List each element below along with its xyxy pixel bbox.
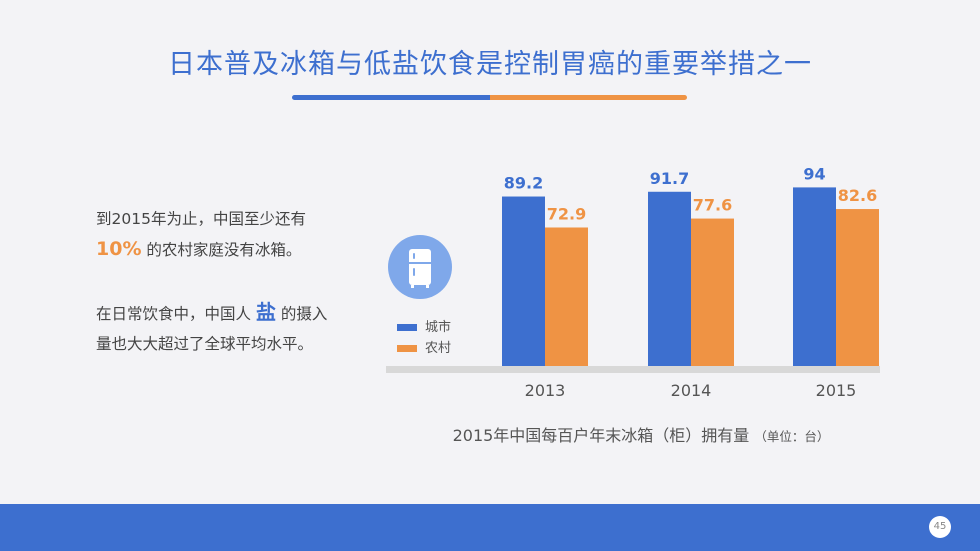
bar-rural-2013	[545, 227, 588, 366]
p2-suffix: 的摄入量也大大超过了全球平均水平。	[96, 305, 328, 353]
p2-prefix: 在日常饮食中，中国人	[96, 305, 256, 323]
p1-suffix: 的农村家庭没有冰箱。	[141, 241, 302, 259]
p1-prefix: 到2015年为止，中国至少还有	[96, 210, 306, 228]
x-tick-label-2013: 2013	[525, 381, 566, 400]
chart-caption-unit: （单位：台）	[754, 429, 830, 444]
title-underline-blue	[292, 95, 492, 100]
page-number: 45	[929, 516, 951, 538]
data-label-rural-2013: 72.9	[547, 204, 586, 223]
legend-rural-swatch	[397, 345, 417, 352]
p2-highlight: 盐	[255, 300, 276, 324]
bar-rural-2014	[691, 218, 734, 366]
footer-bar	[0, 504, 980, 551]
data-label-rural-2015: 82.6	[838, 186, 877, 205]
fridge-ownership-text: 到2015年为止，中国至少还有 10% 的农村家庭没有冰箱。	[96, 204, 336, 265]
p1-highlight: 10%	[96, 238, 142, 260]
chart-caption-main: 2015年中国每百户年末冰箱（柜）拥有量	[452, 426, 750, 445]
data-label-city-2015: 94	[803, 164, 825, 183]
page-title: 日本普及冰箱与低盐饮食是控制胃癌的重要举措之一	[168, 49, 812, 80]
x-tick-label-2014: 2014	[671, 381, 712, 400]
data-label-city-2013: 89.2	[504, 174, 543, 193]
bar-city-2013	[502, 196, 545, 366]
bar-city-2015	[793, 187, 836, 366]
x-tick-label-2015: 2015	[816, 381, 857, 400]
legend-city-swatch	[397, 324, 417, 331]
legend-city-label: 城市	[425, 320, 452, 335]
data-label-city-2014: 91.7	[650, 169, 689, 188]
legend-rural-label: 农村	[425, 341, 452, 356]
bar-city-2014	[648, 191, 691, 366]
chart-caption: 2015年中国每百户年末冰箱（柜）拥有量 （单位：台）	[386, 422, 896, 446]
bar-rural-2015	[836, 209, 879, 366]
x-axis-line	[386, 366, 880, 373]
fridge-icon	[388, 235, 452, 299]
data-label-rural-2014: 77.6	[693, 196, 732, 215]
legend-city: 城市	[397, 316, 451, 335]
legend-rural: 农村	[397, 337, 451, 356]
salt-intake-text: 在日常饮食中，中国人 盐 的摄入量也大大超过了全球平均水平。	[96, 297, 336, 359]
title-underline-orange	[490, 95, 687, 100]
